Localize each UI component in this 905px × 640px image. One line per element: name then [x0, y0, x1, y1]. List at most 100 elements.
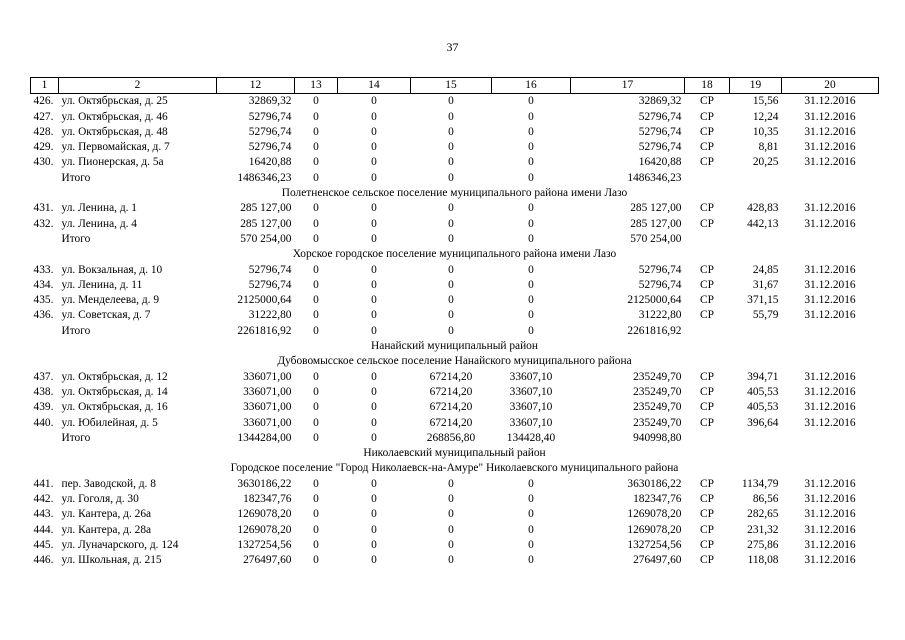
table-cell-col-14: 0: [371, 523, 377, 536]
total-value: 2261816,92: [237, 324, 292, 337]
table-cell-col-19: 55,79: [752, 309, 779, 322]
table-cell-col-2: пер. Заводской, д. 8: [61, 477, 156, 490]
table-cell-col-18: СР: [700, 309, 714, 322]
table-cell-col-20: 31.12.2016: [804, 416, 856, 429]
total-value: 0: [313, 324, 319, 337]
section-row: Полетненское сельское поселение муниципа…: [31, 186, 879, 201]
table-row: 429. ул. Первомайская, д. 7 52796,74 0 0 0 0 52…: [31, 140, 879, 155]
table-cell-col-2: ул. Кантера, д. 26а: [61, 508, 152, 521]
table-cell-col-13: 0: [313, 156, 319, 169]
table-cell-col-18: СР: [700, 95, 714, 108]
table-cell-col-20: 31.12.2016: [804, 156, 856, 169]
total-value: 0: [528, 171, 534, 184]
table-cell-col-18: СР: [700, 202, 714, 215]
header-cell-12: 12: [216, 76, 295, 95]
total-value: 0: [448, 232, 454, 245]
table-cell-col-12: 32869,32: [248, 95, 292, 108]
empty-cell: [31, 324, 59, 339]
table-cell-col-12: 52796,74: [248, 278, 292, 291]
table-body: 426. ул. Октябрьская, д. 25 32869,32 0 0 0 0 32…: [31, 94, 879, 569]
table-cell-col-14: 0: [371, 477, 377, 490]
table-cell-col-14: 0: [371, 125, 377, 138]
table-cell-col-19: 12,24: [752, 110, 779, 123]
table-cell-col-1: 431.: [33, 202, 54, 215]
table-cell-col-16: 0: [528, 95, 534, 108]
table-cell-col-17: 52796,74: [638, 278, 682, 291]
header-cell-13: 13: [294, 76, 338, 95]
table-cell-col-16: 33607,10: [509, 385, 553, 398]
table-cell-col-17: 32869,32: [638, 95, 682, 108]
table-cell-col-19: 118,08: [747, 554, 779, 567]
table-cell-col-17: 52796,74: [638, 141, 682, 154]
table-cell-col-15: 0: [448, 125, 454, 138]
table-cell-col-19: 31,67: [752, 278, 779, 291]
table-cell-col-17: 182347,76: [633, 493, 682, 506]
page-number: 37: [446, 40, 459, 54]
total-row: Итого 1486346,23 0 0 0 0 1486346,23: [31, 171, 879, 186]
table-cell-col-15: 0: [448, 477, 454, 490]
table-cell-col-2: ул. Первомайская, д. 7: [61, 141, 170, 154]
empty-cell: [31, 232, 59, 247]
table-cell-col-14: 0: [371, 538, 377, 551]
table-cell-col-12: 336071,00: [243, 416, 292, 429]
table-cell-col-12: 52796,74: [248, 141, 292, 154]
table-cell-col-18: СР: [700, 110, 714, 123]
table-cell-col-20: 31.12.2016: [804, 141, 856, 154]
table-cell-col-19: 405,53: [747, 385, 779, 398]
table-cell-col-18: СР: [700, 523, 714, 536]
table-cell-col-13: 0: [313, 416, 319, 429]
table-cell-col-15: 0: [448, 110, 454, 123]
table-cell-col-17: 1269078,20: [627, 508, 682, 521]
table-cell-col-13: 0: [313, 95, 319, 108]
table-cell-col-17: 285 127,00: [630, 217, 682, 230]
table-cell-col-17: 52796,74: [638, 263, 682, 276]
table-cell-col-17: 16420,88: [638, 156, 682, 169]
section-row: Хорское городское поселение муниципально…: [31, 247, 879, 262]
table-row: 437. ул. Октябрьская, д. 12 336071,00 0 0 672…: [31, 370, 879, 385]
table-cell-col-1: 434.: [33, 278, 54, 291]
table-cell-col-15: 0: [448, 554, 454, 567]
table-cell-col-2: ул. Октябрьская, д. 16: [61, 401, 168, 414]
section-title: Хорское городское поселение муниципально…: [292, 248, 617, 261]
table-cell-col-1: 445.: [33, 538, 54, 551]
section-title: Николаевский муниципальный район: [363, 447, 546, 460]
table-row: 441. пер. Заводской, д. 8 3630186,22 0 0 0 0 36…: [31, 477, 879, 492]
table-cell-col-12: 52796,74: [248, 263, 292, 276]
total-value: 0: [371, 324, 377, 337]
table-cell-col-17: 2125000,64: [627, 294, 682, 307]
table-cell-col-1: 442.: [33, 493, 54, 506]
table-row: 427. ул. Октябрьская, д. 46 52796,74 0 0 0 0 52…: [31, 110, 879, 125]
table-cell-col-20: 31.12.2016: [804, 278, 856, 291]
total-label: Итого: [61, 171, 91, 184]
data-table: 1 2 12 13 14 15 16 17 18 19 20 426. ул. Октябрьская…: [30, 76, 879, 569]
table-cell-col-19: 442,13: [747, 217, 779, 230]
total-value: 570 254,00: [240, 232, 292, 245]
total-value: 0: [313, 171, 319, 184]
table-cell-col-16: 33607,10: [509, 401, 553, 414]
table-cell-col-20: 31.12.2016: [804, 294, 856, 307]
header-cell-20: 20: [781, 76, 879, 95]
table-cell-col-14: 0: [371, 110, 377, 123]
section-title: Дубовомысское сельское поселение Нанайск…: [277, 355, 632, 368]
table-cell-col-12: 276497,60: [243, 554, 292, 567]
table-cell-col-12: 16420,88: [248, 156, 292, 169]
table-cell-col-16: 0: [528, 141, 534, 154]
empty-cell: [730, 232, 782, 247]
table-cell-col-2: ул. Юбилейная, д. 5: [61, 416, 158, 429]
table-cell-col-14: 0: [371, 385, 377, 398]
table-cell-col-1: 440.: [33, 416, 54, 429]
table-cell-col-15: 67214,20: [429, 416, 473, 429]
table-cell-col-15: 0: [448, 538, 454, 551]
table-cell-col-20: 31.12.2016: [804, 202, 856, 215]
total-value: 1344284,00: [237, 431, 292, 444]
empty-cell: [730, 431, 782, 446]
table-cell-col-13: 0: [313, 493, 319, 506]
empty-cell: [31, 171, 59, 186]
table-row: 430. ул. Пионерская, д. 5а 16420,88 0 0 0 0 164…: [31, 155, 879, 170]
table-cell-col-13: 0: [313, 538, 319, 551]
table-cell-col-15: 0: [448, 278, 454, 291]
table-cell-col-16: 0: [528, 538, 534, 551]
table-cell-col-18: СР: [700, 370, 714, 383]
table-cell-col-20: 31.12.2016: [804, 125, 856, 138]
total-row: Итого 570 254,00 0 0 0 0 570 254,00: [31, 232, 879, 247]
